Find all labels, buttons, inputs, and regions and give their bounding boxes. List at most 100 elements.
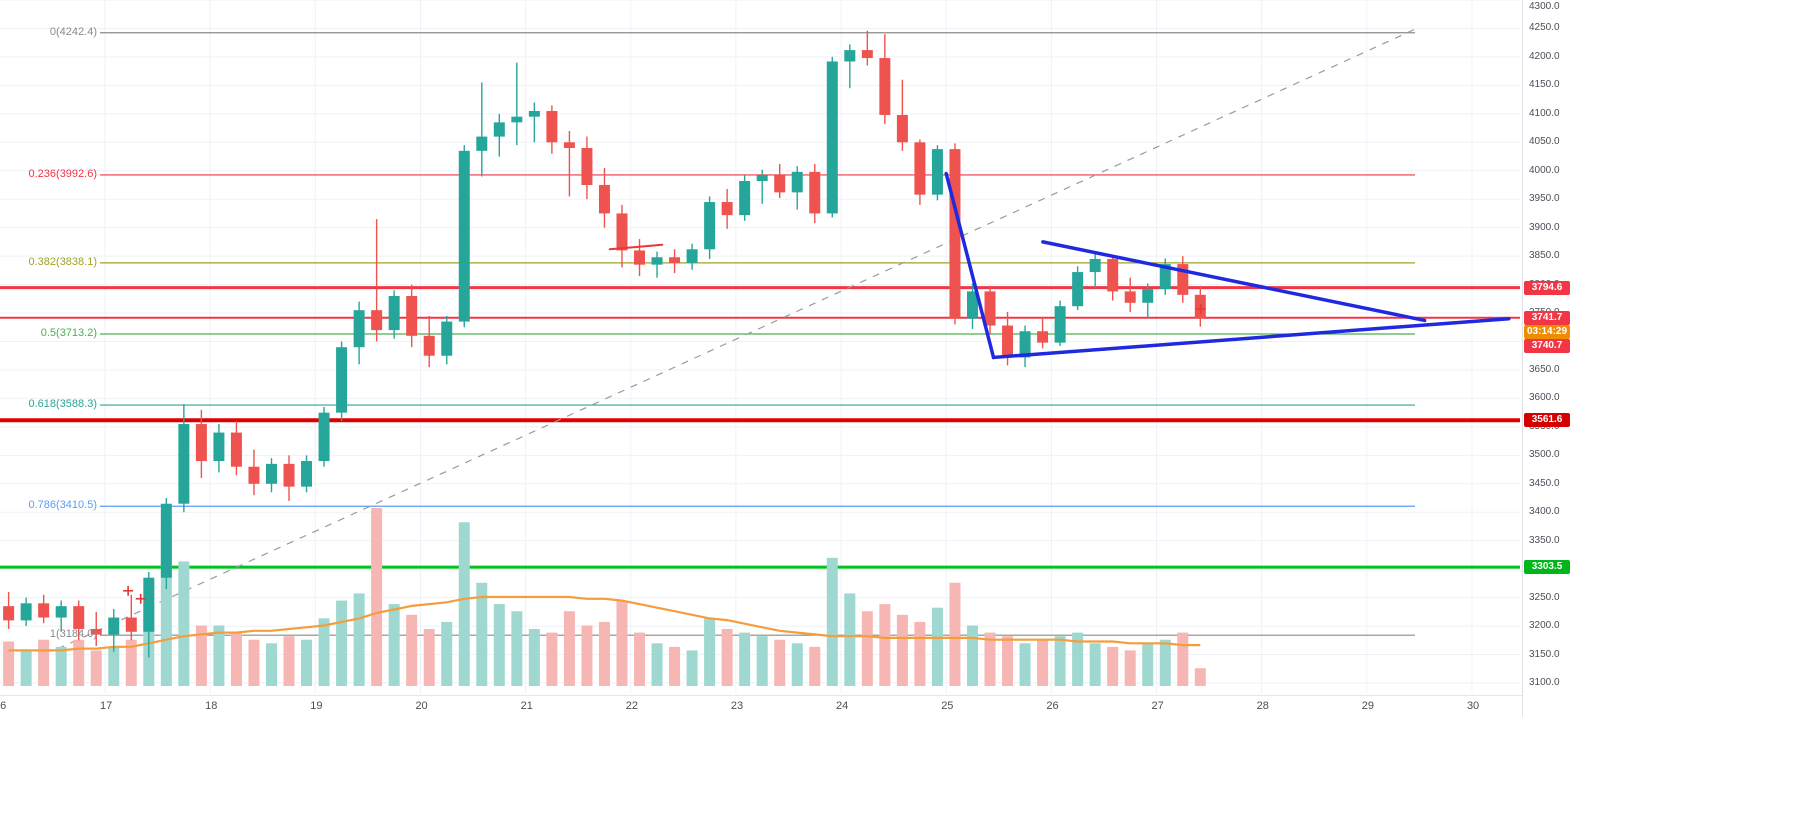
- candle-body: [791, 171, 803, 193]
- candle-body: [353, 310, 365, 348]
- volume-bar: [616, 600, 628, 686]
- volume-bar: [1159, 639, 1171, 686]
- candle-body: [90, 628, 102, 635]
- price-axis-label: 4150.0: [1529, 79, 1560, 91]
- candle-body: [283, 463, 295, 487]
- price-axis-label: 3150.0: [1529, 648, 1560, 660]
- volume-bar: [1019, 643, 1031, 686]
- candle-body: [125, 617, 137, 632]
- candle-body: [1177, 264, 1189, 295]
- price-tag-3741-7: 3741.7: [1524, 310, 1570, 325]
- price-axis[interactable]: 4300.0 4250.0 4200.0 4150.0 4100.0 4050.0 4000…: [1522, 0, 1594, 717]
- trend-line-triangle-upper[interactable]: [1041, 240, 1427, 323]
- fib-retracement[interactable]: [100, 32, 1415, 636]
- volume-bar: [598, 621, 610, 686]
- price-axis-label: 3200.0: [1529, 620, 1560, 632]
- trend-line-impulse-down[interactable]: [944, 171, 996, 360]
- volume-bar: [318, 618, 330, 686]
- volume-bar: [213, 625, 225, 686]
- volume-bar: [949, 582, 961, 686]
- cross-markers: [123, 304, 1206, 604]
- volume-bar: [651, 643, 663, 686]
- volume-bar: [371, 508, 383, 686]
- candle-body: [143, 577, 155, 632]
- price-axis-label: 4000.0: [1529, 164, 1560, 176]
- price-axis-label: 3950.0: [1529, 193, 1560, 205]
- candle-body: [844, 50, 856, 62]
- candle-body: [371, 310, 383, 331]
- candle-body: [388, 295, 400, 331]
- candle-body: [406, 295, 418, 336]
- candle-body: [230, 432, 242, 467]
- volume-bar: [914, 621, 926, 686]
- candle-body: [756, 175, 768, 181]
- candle-body: [493, 122, 505, 137]
- candle-body: [213, 432, 225, 462]
- price-axis-label: 3600.0: [1529, 392, 1560, 404]
- volume-ma-line: [8, 595, 1201, 652]
- candle-body: [3, 606, 15, 621]
- volume-bar: [1002, 636, 1014, 686]
- volume-bar: [528, 629, 540, 686]
- trend-line-triangle-lower[interactable]: [991, 316, 1511, 360]
- chart-plot-area[interactable]: [0, 0, 1522, 695]
- time-axis-label: 27: [1151, 700, 1164, 712]
- candle-body: [528, 110, 540, 117]
- time-axis[interactable]: 6 17 18 19 20 21 22 23 24 25 26 27 28 29 30: [0, 695, 1522, 717]
- candle-body: [1054, 306, 1066, 343]
- price-axis-label: 4100.0: [1529, 107, 1560, 119]
- candle-body: [1107, 258, 1119, 292]
- price-axis-label: 3350.0: [1529, 534, 1560, 546]
- volume-bar: [931, 607, 943, 686]
- candle-body: [1072, 272, 1084, 307]
- candle-body: [248, 466, 260, 484]
- candle-body: [1019, 331, 1031, 358]
- candle-body: [966, 291, 978, 319]
- grid-lines: [0, 0, 1520, 693]
- volume-bar: [721, 629, 733, 686]
- time-axis-label: 20: [415, 700, 428, 712]
- volume-bar: [458, 522, 470, 686]
- volume-bar: [879, 604, 891, 686]
- volume-bar: [704, 618, 716, 686]
- time-axis-label: 23: [730, 700, 744, 712]
- candle-body: [861, 50, 873, 59]
- candle-body: [581, 147, 593, 185]
- candle-body: [704, 202, 716, 250]
- volume-bar: [546, 632, 558, 686]
- volume-bar: [388, 604, 400, 686]
- price-tag-3561-6: 3561.6: [1524, 413, 1570, 428]
- volume-bar: [966, 625, 978, 686]
- trend-line-rising-dashed[interactable]: [57, 29, 1415, 650]
- candle-body: [318, 412, 330, 462]
- volume-bar: [283, 636, 295, 686]
- volume-bar: [336, 600, 348, 686]
- candle-body: [178, 424, 190, 504]
- volume-bar: [230, 632, 242, 686]
- candle-body: [721, 202, 733, 216]
- candle-body: [651, 257, 663, 265]
- price-axis-label: 3850.0: [1529, 250, 1560, 262]
- volume-bar: [1194, 668, 1206, 686]
- candle-body: [476, 136, 488, 151]
- volume-bar: [1124, 650, 1136, 686]
- volume-bar: [423, 629, 435, 686]
- horizontal-lines[interactable]: [0, 286, 1520, 569]
- volume-bar: [1089, 643, 1101, 686]
- volume-bar: [896, 614, 908, 686]
- candle-body: [160, 503, 172, 578]
- background-drawings[interactable]: [57, 29, 1415, 650]
- price-axis-label: 3400.0: [1529, 506, 1560, 518]
- volume-bar: [90, 650, 102, 686]
- candle-body: [809, 171, 821, 214]
- volume-bar: [1107, 646, 1119, 686]
- foreground-drawings[interactable]: [608, 171, 1511, 360]
- trend-line-minor-red-segment[interactable]: [608, 243, 664, 251]
- candle-body: [108, 617, 120, 635]
- candle-body: [686, 249, 698, 263]
- time-axis-label: 18: [205, 700, 218, 712]
- price-axis-label: 4050.0: [1529, 136, 1560, 148]
- candle-body: [931, 149, 943, 195]
- time-axis-label: 6: [0, 700, 7, 712]
